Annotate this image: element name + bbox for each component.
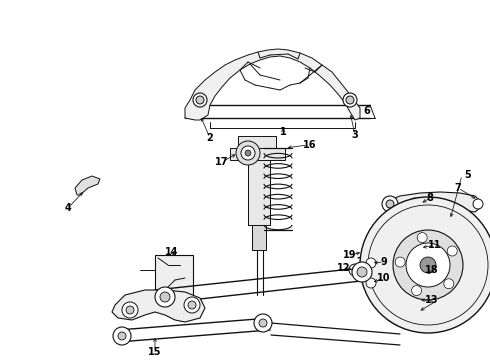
Text: 2: 2 (207, 133, 213, 143)
Polygon shape (366, 238, 433, 325)
Text: 1: 1 (280, 127, 286, 137)
Circle shape (254, 314, 272, 332)
Circle shape (444, 279, 454, 289)
Text: 6: 6 (364, 106, 370, 116)
Text: 5: 5 (465, 170, 471, 180)
Text: 11: 11 (428, 240, 442, 250)
Circle shape (343, 93, 357, 107)
Text: 17: 17 (215, 157, 229, 167)
Circle shape (155, 287, 175, 307)
Polygon shape (390, 192, 480, 212)
Text: 7: 7 (455, 183, 462, 193)
Bar (230, 148, 285, 160)
Bar (252, 225, 266, 250)
Circle shape (406, 243, 450, 287)
Circle shape (366, 278, 376, 288)
Circle shape (380, 265, 420, 305)
Circle shape (395, 280, 405, 290)
Text: 4: 4 (65, 203, 72, 213)
Circle shape (377, 234, 393, 250)
Circle shape (196, 96, 204, 104)
Circle shape (160, 292, 170, 302)
Circle shape (352, 262, 372, 282)
Bar (408, 268, 426, 284)
Circle shape (388, 273, 412, 297)
Text: 19: 19 (343, 250, 357, 260)
Text: 9: 9 (381, 257, 388, 267)
Text: 12: 12 (337, 263, 351, 273)
Circle shape (413, 305, 423, 315)
Circle shape (417, 233, 427, 243)
Circle shape (420, 257, 436, 273)
Text: 18: 18 (425, 265, 439, 275)
Circle shape (184, 297, 200, 313)
Circle shape (122, 302, 138, 318)
Circle shape (113, 327, 131, 345)
Text: 15: 15 (148, 347, 162, 357)
Text: 8: 8 (427, 193, 434, 203)
Circle shape (393, 230, 463, 300)
Text: 14: 14 (165, 247, 179, 257)
Circle shape (346, 96, 354, 104)
Circle shape (193, 93, 207, 107)
Polygon shape (112, 290, 205, 322)
Circle shape (118, 332, 126, 340)
Circle shape (188, 301, 196, 309)
Circle shape (259, 319, 267, 327)
Circle shape (245, 150, 251, 156)
Circle shape (409, 198, 421, 210)
Circle shape (473, 199, 483, 209)
Circle shape (349, 264, 361, 276)
Circle shape (382, 196, 398, 212)
Circle shape (360, 197, 490, 333)
Text: 10: 10 (377, 273, 391, 283)
Circle shape (395, 257, 405, 267)
Polygon shape (185, 49, 360, 120)
Circle shape (126, 306, 134, 314)
Circle shape (352, 267, 358, 273)
Circle shape (357, 267, 367, 277)
Circle shape (412, 285, 421, 296)
Text: 13: 13 (425, 295, 439, 305)
Circle shape (393, 293, 407, 307)
Polygon shape (75, 176, 100, 195)
Circle shape (412, 201, 418, 207)
Circle shape (409, 301, 427, 319)
Circle shape (447, 246, 457, 256)
Circle shape (397, 297, 403, 303)
Circle shape (241, 146, 255, 160)
Bar (238, 136, 276, 148)
Bar (363, 262, 379, 284)
Circle shape (386, 200, 394, 208)
Bar (248, 160, 270, 225)
Text: 3: 3 (352, 130, 358, 140)
Circle shape (236, 141, 260, 165)
Bar (155, 255, 193, 300)
Circle shape (366, 258, 376, 268)
Text: 16: 16 (303, 140, 317, 150)
